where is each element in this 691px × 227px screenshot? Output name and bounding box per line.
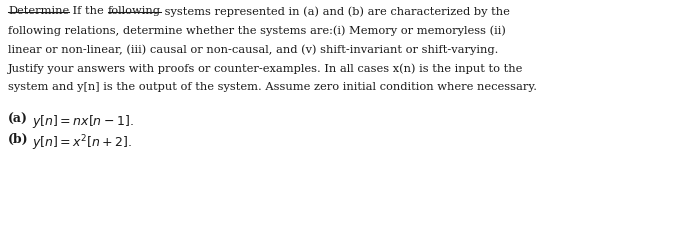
Text: $y[n] = x^2[n+2].$: $y[n] = x^2[n+2].$ [32, 132, 133, 152]
Text: following relations, determine whether the systems are:(i) Memory or memoryless : following relations, determine whether t… [8, 25, 506, 35]
Text: Determine: Determine [8, 6, 69, 16]
Text: (a): (a) [8, 113, 28, 126]
Text: Justify your answers with proofs or counter-examples. In all cases x(n) is the i: Justify your answers with proofs or coun… [8, 63, 523, 73]
Text: system and y[n] is the output of the system. Assume zero initial condition where: system and y[n] is the output of the sys… [8, 82, 537, 92]
Text: (b): (b) [8, 132, 28, 145]
Text: If the: If the [69, 6, 108, 16]
Text: following: following [108, 6, 160, 16]
Text: systems represented in (a) and (b) are characterized by the: systems represented in (a) and (b) are c… [160, 6, 509, 17]
Text: $y[n] = nx[n-1].$: $y[n] = nx[n-1].$ [32, 113, 134, 129]
Text: linear or non-linear, (iii) causal or non-causal, and (v) shift-invariant or shi: linear or non-linear, (iii) causal or no… [8, 44, 498, 54]
